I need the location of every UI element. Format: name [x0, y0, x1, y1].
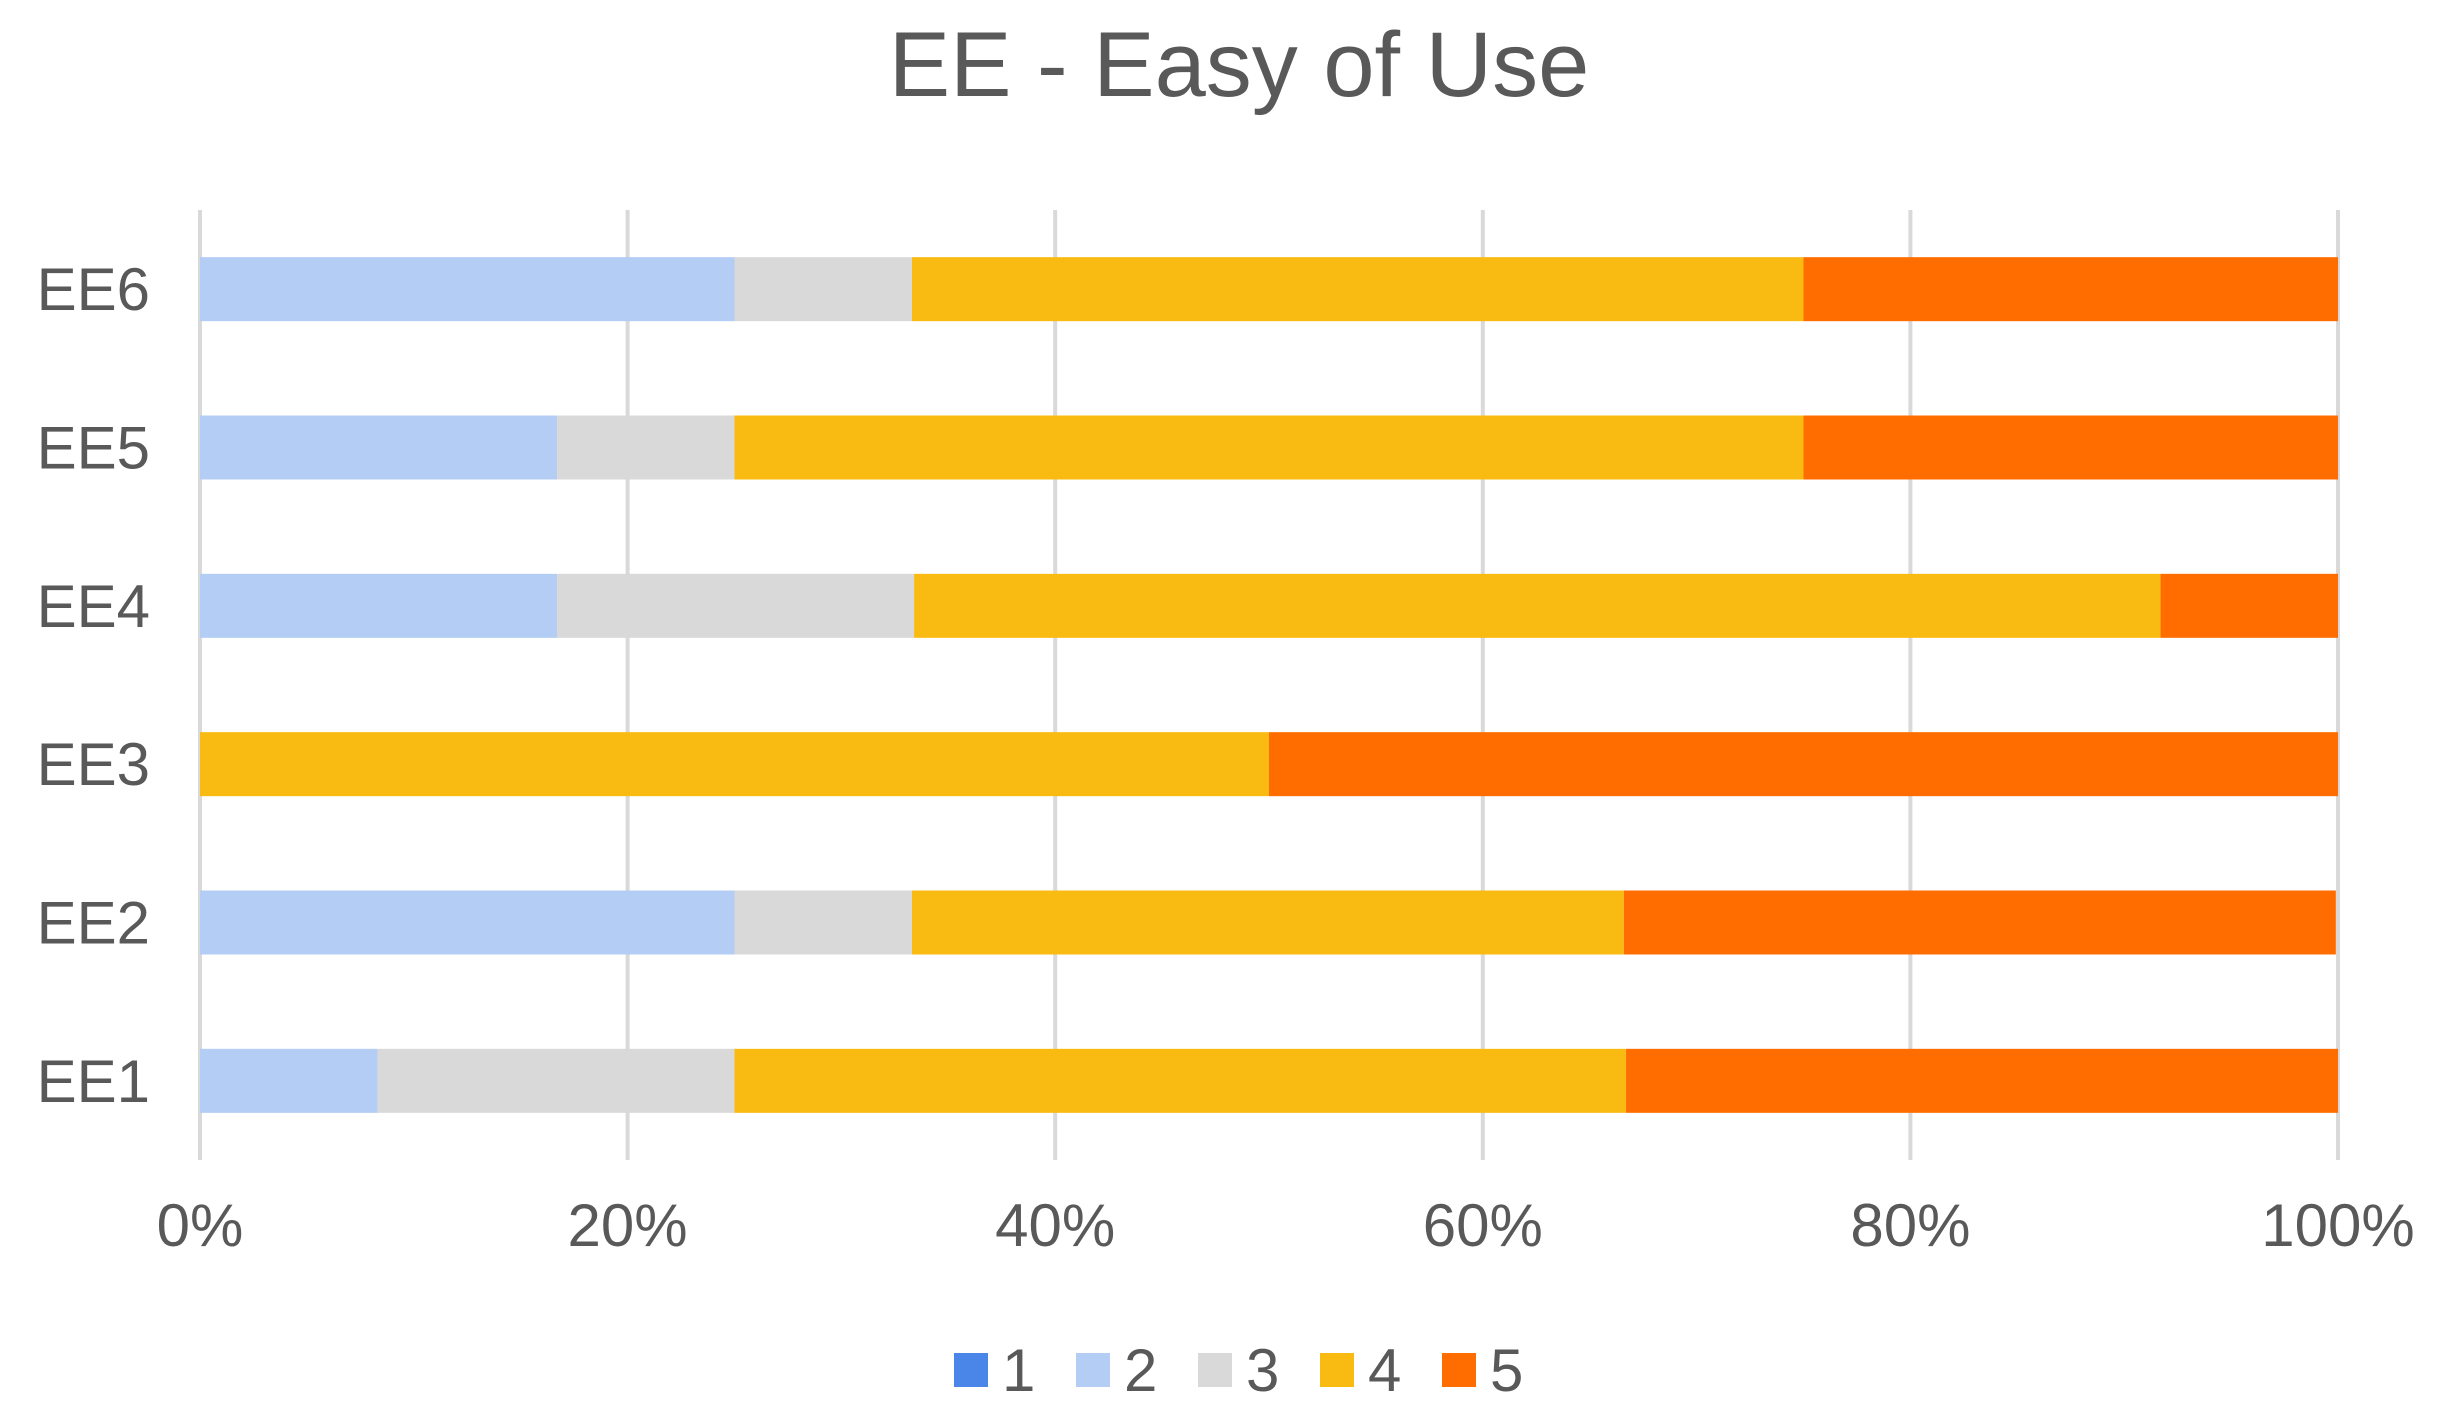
bar-ee4-series-3 [557, 573, 915, 638]
legend-swatch-2 [1076, 1353, 1110, 1387]
x-tick-label: 60% [1423, 1192, 1543, 1259]
legend-swatch-3 [1198, 1353, 1232, 1387]
bar-ee5-series-5 [1803, 415, 2338, 480]
bar-ee2-series-5 [1623, 890, 2336, 955]
bars [200, 257, 2338, 1113]
chart-title: EE - Easy of Use [889, 14, 1589, 116]
bar-ee1-series-4 [734, 1048, 1627, 1113]
legend: 1 2 3 4 5 [954, 1337, 1523, 1404]
bar-ee4-series-5 [2160, 573, 2338, 638]
legend-label-3: 3 [1246, 1337, 1279, 1404]
x-tick-label: 20% [568, 1192, 688, 1259]
x-tick-label: 0% [157, 1192, 244, 1259]
bar-ee5-series-4 [734, 415, 1804, 480]
y-tick-label: EE5 [37, 415, 150, 482]
legend-swatch-1 [954, 1353, 988, 1387]
x-tick-label: 80% [1850, 1192, 1970, 1259]
y-tick-label: EE1 [37, 1048, 150, 1115]
legend-swatch-4 [1320, 1353, 1354, 1387]
bar-ee1-series-3 [377, 1048, 735, 1113]
y-tick-label: EE2 [37, 890, 150, 957]
bar-ee6-series-3 [734, 257, 912, 322]
legend-swatch-5 [1442, 1353, 1476, 1387]
legend-label-5: 5 [1490, 1337, 1523, 1404]
x-tick-label: 100% [2261, 1192, 2414, 1259]
bar-ee3-series-4 [200, 732, 1269, 797]
bar-ee6-series-2 [200, 257, 735, 322]
x-tick-label: 40% [995, 1192, 1115, 1259]
bar-ee1-series-2 [200, 1048, 378, 1113]
bar-ee2-series-2 [200, 890, 735, 955]
bar-ee3-series-5 [1269, 732, 2338, 797]
bar-ee1-series-5 [1626, 1048, 2338, 1113]
bar-ee2-series-4 [911, 890, 1624, 955]
bar-ee6-series-5 [1803, 257, 2338, 322]
y-tick-label: EE6 [37, 256, 150, 323]
bar-ee6-series-4 [911, 257, 1804, 322]
y-axis-labels: EE6 EE5 EE4 EE3 EE2 EE1 [37, 256, 150, 1115]
bar-ee4-series-2 [200, 573, 558, 638]
bar-ee5-series-3 [557, 415, 735, 480]
bar-ee5-series-2 [200, 415, 558, 480]
bar-ee2-series-3 [734, 890, 912, 955]
legend-label-1: 1 [1002, 1337, 1035, 1404]
y-tick-label: EE3 [37, 731, 150, 798]
legend-label-4: 4 [1368, 1337, 1401, 1404]
gridlines [198, 210, 2340, 1160]
legend-label-2: 2 [1124, 1337, 1157, 1404]
bar-ee4-series-4 [914, 573, 2161, 638]
y-tick-label: EE4 [37, 573, 150, 640]
x-axis-labels: 0% 20% 40% 60% 80% 100% [157, 1192, 2415, 1259]
